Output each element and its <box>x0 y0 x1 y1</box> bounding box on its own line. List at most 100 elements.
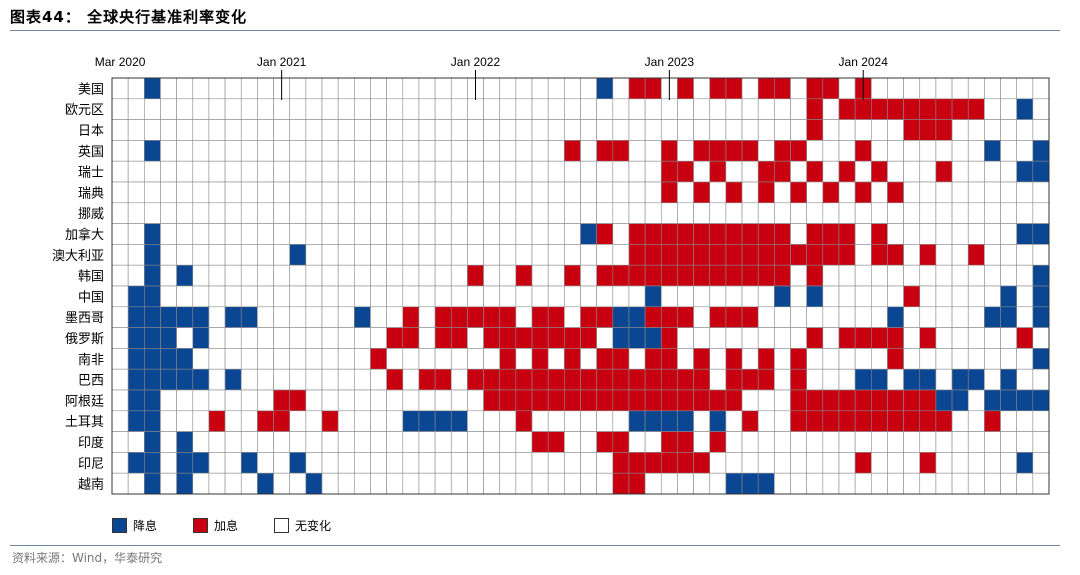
heatmap-cell <box>774 140 791 162</box>
heatmap-cell <box>370 181 387 204</box>
heatmap-cell <box>240 202 258 224</box>
heatmap-cell <box>612 327 630 349</box>
heatmap-cell <box>1016 389 1034 412</box>
heatmap-cell <box>547 431 565 453</box>
heatmap-cell <box>644 140 662 162</box>
heatmap-cell <box>499 181 517 204</box>
heatmap-cell <box>660 368 678 391</box>
heatmap-cell <box>903 431 921 453</box>
heatmap-cell <box>660 119 678 141</box>
heatmap-cell <box>870 181 888 204</box>
heatmap-cell <box>289 472 307 495</box>
heatmap-cell <box>596 285 614 308</box>
heatmap-cell <box>693 98 711 120</box>
heatmap-cell <box>224 98 242 120</box>
heatmap-cell <box>515 77 533 100</box>
heatmap-cell <box>434 389 452 412</box>
row-label: 印尼 <box>78 456 104 471</box>
heatmap-cell <box>580 98 597 120</box>
heatmap-cell <box>257 431 274 453</box>
heatmap-cell <box>677 472 694 495</box>
heatmap-cell <box>564 348 581 370</box>
heatmap-cell <box>677 202 694 224</box>
heatmap-cell <box>774 327 791 349</box>
heatmap-cell <box>144 410 161 432</box>
heatmap-cell <box>660 285 678 308</box>
heatmap-cell <box>677 348 694 370</box>
heatmap-cell <box>838 472 856 495</box>
heatmap-cell <box>192 140 210 162</box>
heatmap-cell <box>774 160 791 183</box>
heatmap-cell <box>305 160 323 183</box>
heatmap-cell <box>289 410 307 432</box>
heatmap-cell <box>337 77 355 100</box>
heatmap-cell <box>499 140 517 162</box>
heatmap-cell <box>160 202 177 224</box>
heatmap-cell <box>677 452 694 474</box>
heatmap-cell <box>402 452 420 474</box>
heatmap-cell <box>483 202 501 224</box>
heatmap-cell <box>111 119 129 141</box>
heatmap-cell <box>257 77 274 100</box>
heatmap-cell <box>273 119 291 141</box>
heatmap-cell <box>951 410 969 432</box>
heatmap-cell <box>273 431 291 453</box>
heatmap-cell <box>192 181 210 204</box>
heatmap-cell <box>870 119 888 141</box>
heatmap-cell <box>693 244 711 266</box>
heatmap-cell <box>757 285 775 308</box>
heatmap-cell <box>854 285 872 308</box>
heatmap-cell <box>289 264 307 287</box>
heatmap-cell <box>757 77 775 100</box>
heatmap-cell <box>709 306 727 328</box>
heatmap-cell <box>1000 306 1017 328</box>
heatmap-cell <box>838 368 856 391</box>
heatmap-cell <box>354 285 371 308</box>
heatmap-cell <box>967 244 985 266</box>
heatmap-cell <box>434 348 452 370</box>
heatmap-cell <box>257 472 274 495</box>
row-label: 澳大利亚 <box>52 248 104 263</box>
heatmap-cell <box>790 389 807 412</box>
heatmap-cell <box>693 306 711 328</box>
heatmap-cell <box>854 306 872 328</box>
heatmap-cell <box>467 98 484 120</box>
heatmap-cell <box>402 285 420 308</box>
heatmap-cell <box>838 77 856 100</box>
heatmap-cell <box>321 389 339 412</box>
heatmap-cell <box>240 389 258 412</box>
heatmap-cell <box>725 472 743 495</box>
heatmap-cell <box>354 306 371 328</box>
heatmap-cell <box>644 160 662 183</box>
heatmap-cell <box>1016 98 1034 120</box>
heatmap-cell <box>144 223 161 245</box>
heatmap-cell <box>386 452 404 474</box>
heatmap-cell <box>822 98 840 120</box>
heatmap-cell <box>677 244 694 266</box>
heatmap-cell <box>111 244 129 266</box>
heatmap-cell <box>370 244 387 266</box>
heatmap-cell <box>806 389 824 412</box>
heatmap-cell <box>434 202 452 224</box>
heatmap-cell <box>531 452 549 474</box>
heatmap-cell <box>257 181 274 204</box>
heatmap-cell <box>176 119 194 141</box>
heatmap-cell <box>305 77 323 100</box>
heatmap-cell <box>709 244 727 266</box>
heatmap-cell <box>660 410 678 432</box>
heatmap-cell <box>919 181 937 204</box>
heatmap-cell <box>887 77 904 100</box>
heatmap-cell <box>144 389 161 412</box>
heatmap-cell <box>418 327 436 349</box>
heatmap-cell <box>984 410 1001 432</box>
heatmap-cell <box>870 368 888 391</box>
heatmap-cell <box>935 98 953 120</box>
heatmap-cell <box>628 223 646 245</box>
heatmap-cell <box>402 431 420 453</box>
heatmap-chart: 美国欧元区日本英国瑞士瑞典挪威加拿大澳大利亚韩国中国墨西哥俄罗斯南非巴西阿根廷土… <box>52 55 1050 495</box>
heatmap-cell <box>354 410 371 432</box>
heatmap-cell <box>580 77 597 100</box>
heatmap-cell <box>612 431 630 453</box>
heatmap-cell <box>289 77 307 100</box>
heatmap-cell <box>305 452 323 474</box>
